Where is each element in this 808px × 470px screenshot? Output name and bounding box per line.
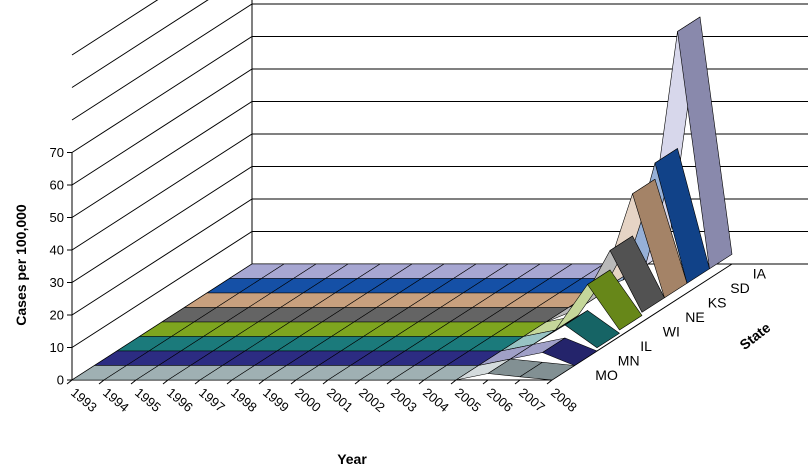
x-tick-mark: [98, 379, 105, 385]
y-tick-label: 20: [50, 308, 64, 323]
x-tick-label: 2008: [548, 385, 580, 415]
x-tick-mark: [322, 379, 329, 385]
x-tick-label: 2002: [356, 385, 388, 415]
chart-walls: [71, 0, 808, 381]
series-label-il: IL: [640, 338, 652, 354]
x-tick-label: 1998: [228, 385, 260, 415]
series-label-mo: MO: [595, 367, 618, 383]
series-label-ia: IA: [753, 265, 767, 281]
ribbon-segment: [564, 310, 620, 349]
series-label-mn: MN: [618, 352, 640, 368]
x-tick-mark: [66, 379, 73, 385]
x-axis-title: Year: [337, 451, 367, 467]
y-tick-label: 30: [50, 275, 64, 290]
x-tick-label: 2004: [420, 385, 452, 415]
x-tick-mark: [450, 379, 457, 385]
ribbon-segment: [587, 269, 643, 331]
gridline: [71, 0, 209, 88]
ribbon-segment: [609, 235, 665, 313]
series-label-ks: KS: [708, 294, 727, 310]
series-label-wi: WI: [663, 323, 680, 339]
y-tick-label: 50: [50, 210, 64, 225]
x-tick-mark: [482, 379, 489, 385]
y-tick-label: 60: [50, 178, 64, 193]
x-tick-mark: [194, 379, 201, 385]
z-axis-title: State: [737, 319, 774, 353]
x-tick-mark: [162, 379, 169, 385]
data-ribbons: [71, 16, 733, 381]
x-tick-label: 1999: [260, 385, 292, 415]
ribbon-mn: [94, 337, 598, 366]
y-tick-label: 70: [50, 145, 64, 160]
x-tick-label: 2006: [484, 385, 516, 415]
x-tick-label: 1993: [68, 385, 100, 415]
y-axis-ticks: 0 10 20 30 40 50 60 70: [50, 145, 72, 388]
series-label-ne: NE: [685, 309, 704, 325]
x-tick-mark: [514, 379, 521, 385]
y-axis-title: Cases per 100,000: [13, 204, 29, 326]
x-tick-label: 2007: [516, 385, 548, 415]
x-tick-label: 2005: [452, 385, 484, 415]
x-tick-mark: [418, 379, 425, 385]
x-axis-ticks: 1993 1994 1995 1996 1997 1998 1999 2000 2001 2002…: [66, 379, 580, 415]
x-tick-mark: [258, 379, 265, 385]
gridline: [71, 0, 159, 56]
x-tick-label: 2001: [324, 385, 356, 415]
x-tick-mark: [546, 379, 553, 385]
series-label-sd: SD: [730, 280, 749, 296]
x-tick-mark: [386, 379, 393, 385]
y-tick-label: 0: [57, 373, 64, 388]
x-tick-label: 1994: [100, 385, 132, 415]
x-tick-label: 1997: [196, 385, 228, 415]
x-tick-mark: [354, 379, 361, 385]
x-tick-label: 2003: [388, 385, 420, 415]
y-tick-label: 40: [50, 243, 64, 258]
x-tick-mark: [226, 379, 233, 385]
x-tick-mark: [130, 379, 137, 385]
x-tick-label: 2000: [292, 385, 324, 415]
y-tick-label: 10: [50, 340, 64, 355]
x-tick-label: 1995: [132, 385, 164, 415]
x-tick-label: 1996: [164, 385, 196, 415]
x-tick-mark: [290, 379, 297, 385]
